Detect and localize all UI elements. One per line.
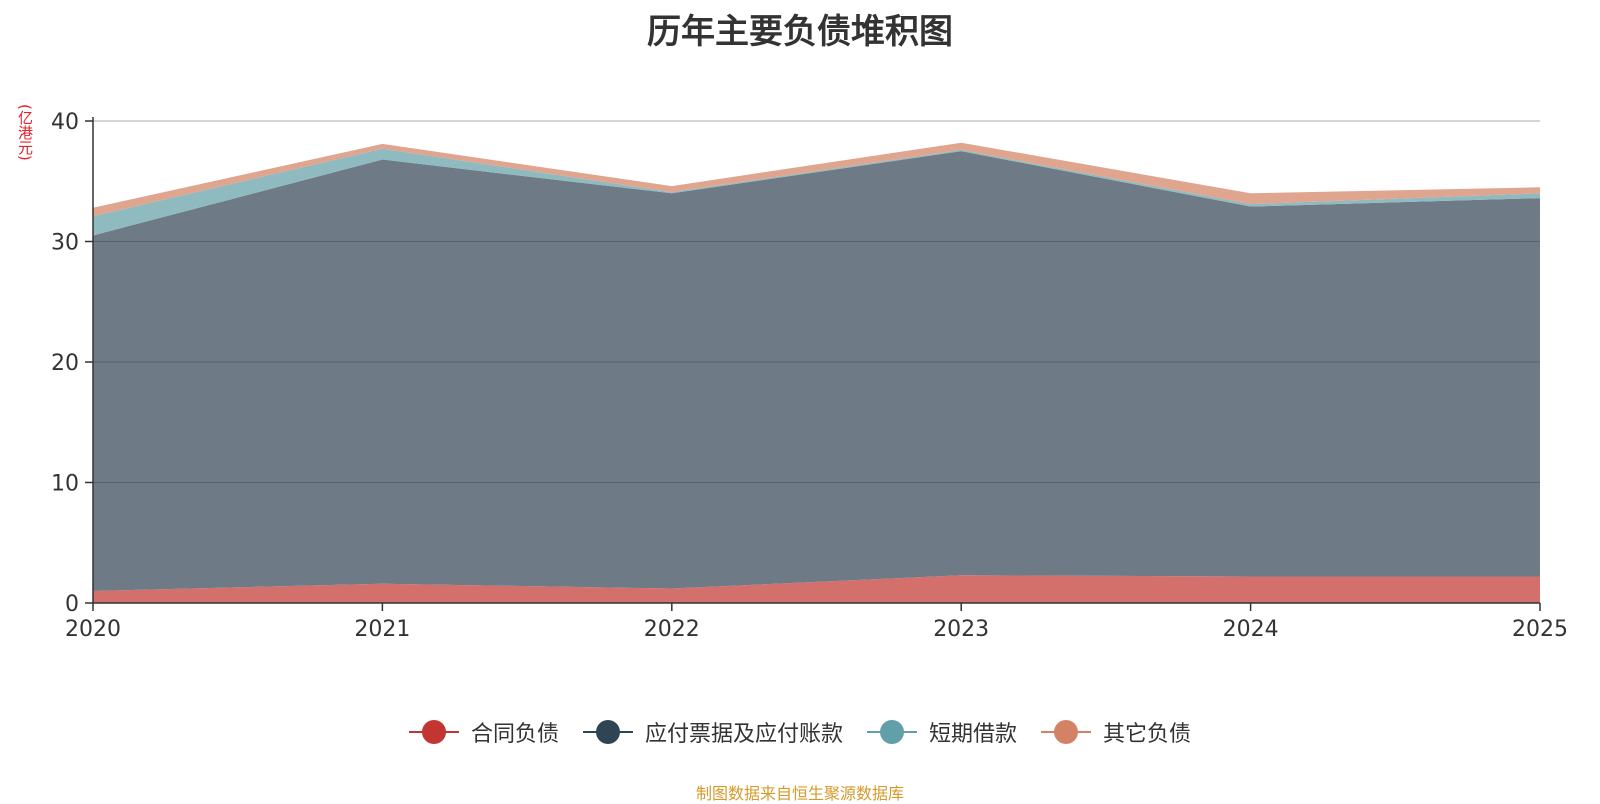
x-tick-label: 2023 [933,617,989,642]
x-tick-label: 2025 [1512,617,1568,642]
y-tick-label: 20 [51,351,79,376]
stacked-area-chart: 0 10 20 30 40 2020 2021 2022 2023 2024 2025 [51,110,1568,642]
x-tick-label: 2022 [644,617,700,642]
legend: 合同负债 应付票据及应付账款 短期借款 其它负债 [0,716,1600,748]
legend-marker-icon [582,720,633,744]
legend-label: 短期借款 [929,722,1018,747]
legend-label: 合同负债 [470,722,559,747]
legend-marker-icon [867,720,917,744]
legend-label: 其它负债 [1103,722,1192,747]
y-tick-label: 40 [51,110,79,135]
x-tick-label: 2024 [1223,617,1279,642]
legend-label: 应付票据及应付账款 [644,722,843,747]
chart-title: 历年主要负债堆积图 [647,12,953,52]
x-tick-label: 2021 [354,617,410,642]
y-tick-label: 0 [65,592,79,617]
x-tick-label: 2020 [65,617,121,642]
area-series-0 [93,575,1540,603]
y-tick-label: 10 [51,472,79,497]
legend-marker-icon [1041,720,1092,744]
y-tick-label: 30 [51,231,79,256]
legend-item[interactable]: 合同负债 [408,716,559,748]
source-note: 制图数据来自恒生聚源数据库 [695,784,904,803]
legend-marker-icon [408,720,459,744]
legend-item[interactable]: 其它负债 [1041,716,1191,748]
area-series-1 [93,151,1540,591]
legend-item[interactable]: 短期借款 [867,716,1017,748]
legend-item[interactable]: 应付票据及应付账款 [582,716,843,748]
y-axis-unit: (亿港元) [16,104,34,161]
